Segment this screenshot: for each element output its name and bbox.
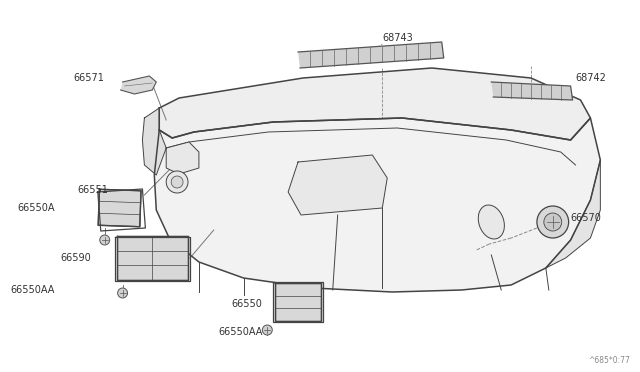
Polygon shape xyxy=(166,142,199,174)
Text: 68743: 68743 xyxy=(382,33,413,43)
Circle shape xyxy=(544,213,562,231)
Polygon shape xyxy=(275,283,321,321)
Polygon shape xyxy=(492,82,573,100)
Text: 66551: 66551 xyxy=(77,185,108,195)
Text: 66570: 66570 xyxy=(571,213,602,223)
Polygon shape xyxy=(159,68,591,140)
Polygon shape xyxy=(546,160,600,268)
Circle shape xyxy=(537,206,568,238)
Text: 66550: 66550 xyxy=(232,299,262,309)
Text: 66590: 66590 xyxy=(60,253,91,263)
Polygon shape xyxy=(298,42,444,68)
Text: ^685*0:77: ^685*0:77 xyxy=(588,356,630,365)
Text: 66571: 66571 xyxy=(73,73,104,83)
Circle shape xyxy=(171,176,183,188)
Polygon shape xyxy=(120,76,156,94)
Circle shape xyxy=(118,288,127,298)
Polygon shape xyxy=(288,155,387,215)
Text: 66550AA: 66550AA xyxy=(11,285,55,295)
Ellipse shape xyxy=(478,205,504,239)
Polygon shape xyxy=(143,108,166,175)
Text: 68742: 68742 xyxy=(575,73,607,83)
Circle shape xyxy=(166,171,188,193)
Polygon shape xyxy=(98,189,141,227)
Circle shape xyxy=(262,325,272,335)
Text: 66550AA: 66550AA xyxy=(219,327,263,337)
Circle shape xyxy=(100,235,109,245)
Polygon shape xyxy=(116,236,188,280)
Polygon shape xyxy=(154,118,600,292)
Text: 66550A: 66550A xyxy=(18,203,55,213)
